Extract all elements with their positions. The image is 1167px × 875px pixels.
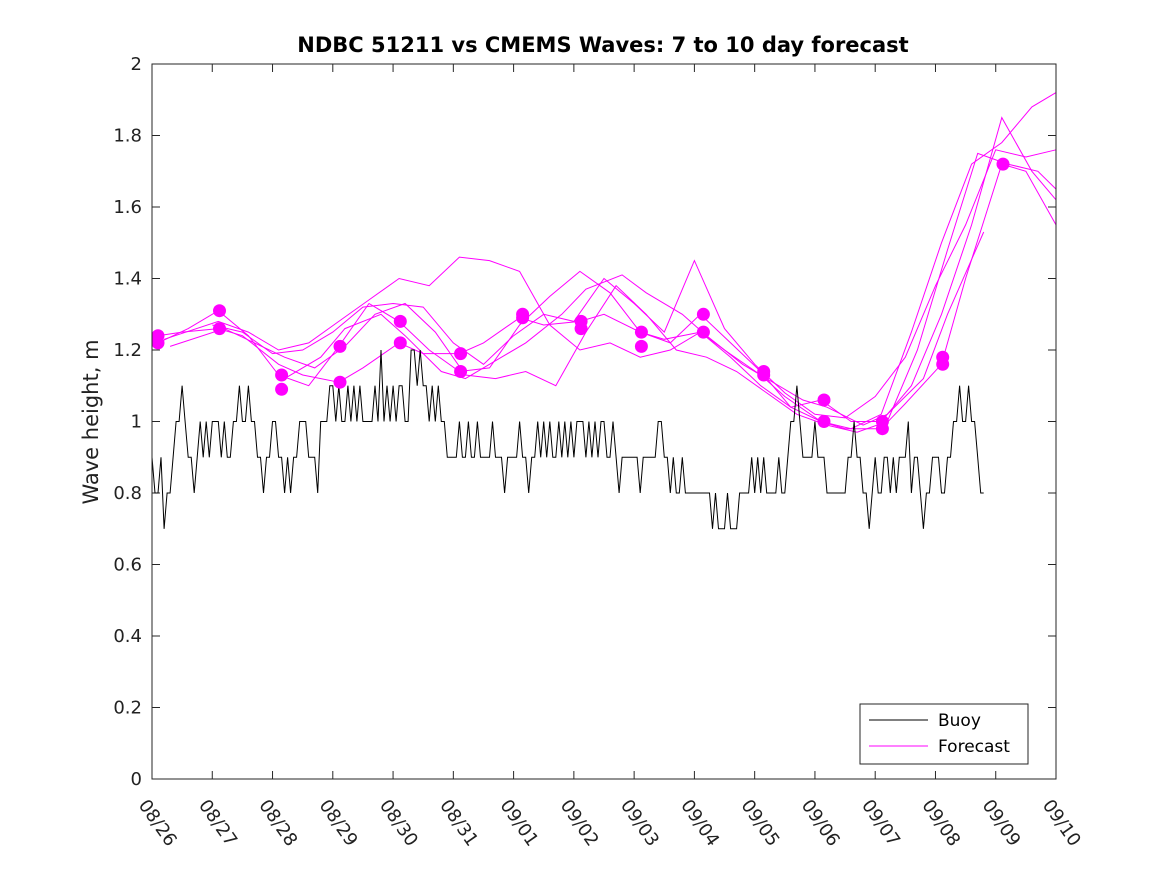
chart-title: NDBC 51211 vs CMEMS Waves: 7 to 10 day f… bbox=[297, 33, 908, 57]
forecast-marker bbox=[875, 422, 889, 436]
x-tick-label: 08/27 bbox=[194, 796, 241, 851]
buoy-line bbox=[151, 349, 984, 530]
x-tick-label: 09/05 bbox=[737, 796, 784, 851]
forecast-line-6 bbox=[284, 231, 985, 426]
y-tick-label: 0 bbox=[131, 769, 142, 790]
forecast-marker bbox=[817, 393, 831, 407]
x-tick-label: 09/07 bbox=[857, 796, 904, 851]
x-tick-label: 09/08 bbox=[917, 796, 964, 851]
forecast-line-1 bbox=[157, 163, 1057, 430]
y-tick-label: 0.2 bbox=[113, 698, 142, 719]
forecast-markers bbox=[151, 157, 1010, 436]
x-tick-label: 09/03 bbox=[616, 796, 663, 851]
forecast-marker bbox=[696, 307, 710, 321]
y-tick-label: 1.4 bbox=[113, 269, 142, 290]
y-tick-label: 0.8 bbox=[113, 483, 142, 504]
forecast-line-2 bbox=[157, 116, 1057, 422]
forecast-marker bbox=[393, 336, 407, 350]
forecast-marker bbox=[634, 339, 648, 353]
y-tick-label: 1.8 bbox=[113, 126, 142, 147]
forecast-marker bbox=[454, 347, 468, 361]
y-tick-labels: 0 0.2 0.4 0.6 0.8 1 1.2 1.4 1.6 1.8 2 bbox=[113, 54, 142, 790]
x-tick-label: 09/10 bbox=[1038, 796, 1085, 851]
x-tick-label: 09/09 bbox=[978, 796, 1025, 851]
forecast-marker bbox=[996, 157, 1010, 171]
legend: Buoy Forecast bbox=[859, 703, 1029, 765]
x-tick-label: 08/26 bbox=[134, 796, 181, 851]
y-tick-label: 0.6 bbox=[113, 555, 142, 576]
x-tick-label: 09/02 bbox=[556, 796, 603, 851]
legend-box bbox=[859, 703, 1029, 765]
x-tick-label: 09/06 bbox=[797, 796, 844, 851]
forecast-marker bbox=[817, 415, 831, 428]
forecast-marker bbox=[634, 325, 648, 339]
forecast-marker bbox=[454, 365, 468, 378]
forecast-marker bbox=[213, 322, 226, 336]
y-tick-label: 0.4 bbox=[113, 626, 142, 647]
x-tick-label: 08/29 bbox=[315, 796, 362, 851]
forecast-marker bbox=[275, 382, 289, 396]
y-axis-label: Wave height, m bbox=[79, 339, 103, 504]
x-tick-labels: 08/26 08/27 08/28 08/29 08/30 08/31 09/01 09/02… bbox=[134, 796, 1085, 851]
forecast-marker bbox=[936, 357, 950, 371]
forecast-line-5 bbox=[212, 149, 1057, 419]
x-tick-label: 09/04 bbox=[676, 796, 723, 851]
forecast-marker bbox=[275, 368, 289, 382]
x-tick-label: 08/28 bbox=[254, 796, 301, 851]
plot-frame bbox=[151, 63, 1057, 780]
legend-forecast-label: Forecast bbox=[938, 737, 1010, 757]
x-tick-label: 08/31 bbox=[435, 796, 482, 851]
forecast-marker bbox=[333, 339, 347, 353]
forecast-line-3 bbox=[163, 92, 1057, 430]
forecast-marker bbox=[393, 314, 407, 328]
forecast-marker bbox=[333, 375, 347, 389]
x-tick-label: 09/01 bbox=[496, 796, 543, 851]
forecast-marker bbox=[574, 322, 588, 336]
forecast-marker bbox=[516, 311, 530, 325]
y-tick-label: 2 bbox=[131, 54, 142, 75]
x-tick-label: 08/30 bbox=[375, 796, 422, 851]
forecast-marker bbox=[151, 336, 165, 350]
legend-buoy-label: Buoy bbox=[938, 711, 981, 731]
forecast-marker bbox=[696, 325, 710, 339]
forecast-marker bbox=[757, 368, 771, 382]
y-tick-label: 1.2 bbox=[113, 340, 142, 361]
y-tick-label: 1.6 bbox=[113, 197, 142, 218]
y-tick-label: 1 bbox=[131, 412, 142, 433]
forecast-marker bbox=[213, 304, 226, 318]
